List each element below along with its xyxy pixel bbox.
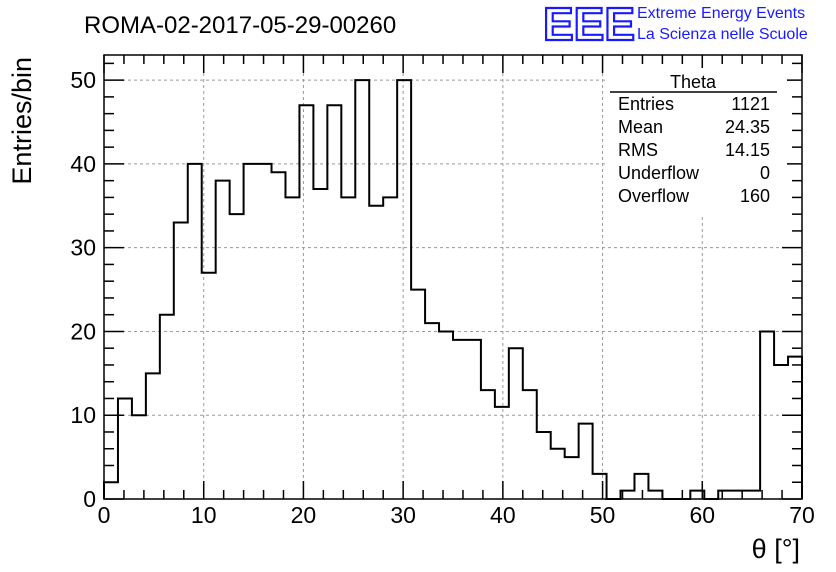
histogram-bin <box>132 415 146 499</box>
y-tick-label: 20 <box>70 318 96 344</box>
histogram-bin <box>174 223 188 499</box>
histogram-bin <box>579 424 593 499</box>
histogram-bin <box>788 357 802 499</box>
histogram-bin <box>760 331 774 499</box>
histogram-bin <box>439 331 453 499</box>
histogram-bin <box>425 323 439 499</box>
plot-frame <box>103 54 803 500</box>
stats-row-value: 24.35 <box>725 117 770 137</box>
axis-ticks <box>103 55 803 500</box>
stats-box: Theta Entries 1121 Mean 24.35 RMS 14.15 Underf… <box>607 68 787 216</box>
histogram-bin <box>732 491 746 499</box>
x-tick-label: 10 <box>191 502 217 528</box>
stats-row-label: RMS <box>618 140 658 160</box>
histogram-bin <box>244 164 258 499</box>
histogram-bin <box>509 348 523 499</box>
histogram-bin <box>355 80 369 499</box>
y-tick-label: 30 <box>70 235 96 261</box>
histogram-bin <box>285 197 299 499</box>
brand-line-1: Extreme Energy Events <box>637 5 805 22</box>
histogram-bin <box>593 474 607 499</box>
x-tick-label: 50 <box>590 502 616 528</box>
histogram-bin <box>369 206 383 499</box>
histogram-bin <box>774 365 788 499</box>
histogram-bin <box>481 390 495 499</box>
x-tick-label: 70 <box>789 502 815 528</box>
y-tick-label: 0 <box>83 486 96 512</box>
x-tick-label: 0 <box>98 502 111 528</box>
stats-row-label: Mean <box>618 117 663 137</box>
x-tick-label: 20 <box>291 502 317 528</box>
histogram-bin <box>634 474 648 499</box>
brand-line-2: La Scienza nelle Scuole <box>637 26 808 43</box>
x-axis-title: θ [°] <box>752 534 800 564</box>
histogram-bin <box>313 189 327 499</box>
histogram-bin <box>272 172 286 499</box>
histogram-bin <box>746 491 760 499</box>
stats-row-label: Overflow <box>618 186 690 206</box>
histogram-bin <box>216 181 230 499</box>
histogram-bin <box>411 290 425 499</box>
histogram-bin <box>188 164 202 499</box>
stats-row-value: 160 <box>740 186 770 206</box>
histogram-bin <box>299 105 313 499</box>
histogram-bin <box>146 373 160 499</box>
stats-row-label: Underflow <box>618 163 700 183</box>
tick-labels: 0 10 20 30 40 50 60 70 0 10 20 30 40 50 <box>70 67 814 528</box>
x-tick-label: 30 <box>390 502 416 528</box>
histogram-bin <box>397 80 411 499</box>
histogram-bin <box>648 491 662 499</box>
histogram-bin <box>202 273 216 499</box>
histogram-bin <box>383 197 397 499</box>
histogram-bin <box>495 407 509 499</box>
y-tick-label: 50 <box>70 67 96 93</box>
histogram-bin <box>551 449 565 499</box>
histogram-bin <box>565 457 579 499</box>
stats-title: Theta <box>670 72 717 92</box>
histogram-bin <box>258 164 272 499</box>
histogram-bin <box>467 340 481 499</box>
histogram-bin <box>118 398 132 499</box>
y-tick-label: 40 <box>70 151 96 177</box>
y-tick-label: 10 <box>70 402 96 428</box>
histogram-bin <box>104 482 118 499</box>
brand-logo-mark: EEE <box>543 0 635 50</box>
histogram-bin <box>537 432 551 499</box>
x-tick-label: 40 <box>490 502 516 528</box>
chart-title: ROMA-02-2017-05-29-00260 <box>84 12 396 39</box>
brand-logo: EEE Extreme Energy Events La Scienza nel… <box>542 0 808 51</box>
histogram-bin <box>230 214 244 499</box>
x-tick-label: 60 <box>689 502 715 528</box>
histogram-bin <box>523 390 537 499</box>
histogram-bin <box>327 105 341 499</box>
histogram-bin <box>718 491 732 499</box>
stats-row-value: 0 <box>760 163 770 183</box>
histogram-bin <box>690 491 704 499</box>
stats-row-value: 14.15 <box>725 140 770 160</box>
stats-row-label: Entries <box>618 94 674 114</box>
histogram-bin <box>621 491 635 499</box>
stats-row-value: 1121 <box>731 94 770 114</box>
histogram-bin <box>453 340 467 499</box>
y-axis-title: Entries/bin <box>7 57 37 185</box>
histogram-bin <box>160 315 174 499</box>
histogram-bin <box>341 197 355 499</box>
stats-rows: Entries 1121 Mean 24.35 RMS 14.15 Underflow 0 Ov… <box>618 94 770 206</box>
